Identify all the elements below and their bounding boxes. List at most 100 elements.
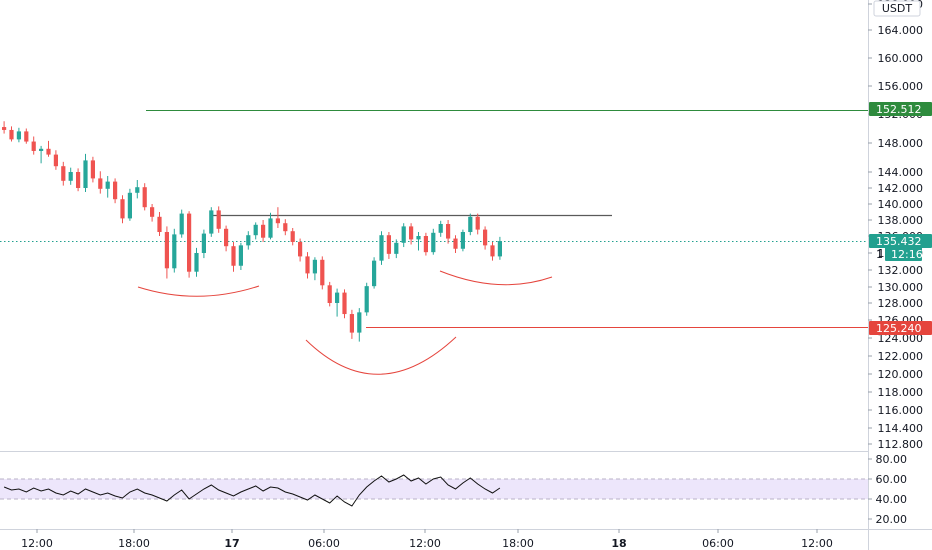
- price-tick-label: 164.000: [878, 24, 924, 37]
- candle-body: [283, 223, 288, 232]
- candle-body: [216, 210, 221, 229]
- candle-body: [224, 228, 229, 247]
- price-tick-label: 148.000: [878, 137, 924, 150]
- candle-body: [61, 166, 66, 181]
- candle-body: [187, 213, 192, 272]
- candle-body: [90, 160, 95, 179]
- left-shoulder-arc[interactable]: [137, 285, 260, 297]
- right-shoulder-arc[interactable]: [439, 270, 553, 286]
- head-arc[interactable]: [305, 336, 457, 375]
- rsi-axis[interactable]: 80.00 60.00 40.00 20.00: [868, 453, 907, 526]
- candle-body: [76, 172, 81, 188]
- candle-body: [386, 235, 391, 254]
- price-tick-label: 118.000: [878, 386, 924, 399]
- candle-body: [113, 181, 118, 200]
- candle-body: [401, 226, 406, 243]
- price-tick-label: 160.000: [878, 52, 924, 65]
- candle-body: [194, 253, 199, 272]
- candle-body: [231, 246, 236, 266]
- candle-body: [105, 181, 110, 189]
- time-tick-label: 17: [224, 537, 239, 550]
- time-tick-label: 12:00: [801, 537, 833, 550]
- candle-body: [120, 199, 125, 219]
- price-axis[interactable]: 128.000164.000160.000156.000152.000148.0…: [868, 0, 923, 451]
- rsi-band: [0, 479, 868, 499]
- candle-body: [16, 131, 21, 140]
- candle-body: [423, 236, 428, 253]
- price-tick-label: 140.000: [878, 198, 924, 211]
- price-tag-label[interactable]: 12:16: [891, 248, 923, 261]
- rsi-tick-label: 60.00: [876, 473, 908, 486]
- candle-body: [83, 160, 88, 188]
- candle-body: [335, 292, 340, 303]
- price-tick-label: 116.000: [878, 404, 924, 417]
- candle-body: [31, 141, 36, 151]
- candle-body: [416, 236, 421, 240]
- candle-body: [453, 238, 458, 249]
- price-tag-bg: [869, 321, 932, 335]
- candle-body: [135, 187, 140, 193]
- candle-body: [320, 259, 325, 286]
- candle-body: [305, 256, 310, 274]
- unit-label: USDT: [882, 2, 913, 15]
- time-tick-label: 18:00: [118, 537, 150, 550]
- price-tick-label: 130.000: [878, 281, 924, 294]
- price-tick-label: 122.000: [878, 350, 924, 363]
- price-tick-label: 142.000: [878, 182, 924, 195]
- candle-body: [364, 286, 369, 313]
- price-tick-label: 138.000: [878, 214, 924, 227]
- candle-body: [290, 231, 295, 242]
- price-tag-label[interactable]: 125.240: [876, 322, 922, 335]
- candle-body: [275, 218, 280, 224]
- candle-body: [157, 216, 162, 232]
- candle-body: [483, 229, 488, 246]
- unit-badge[interactable]: [873, 0, 921, 17]
- candle-body: [327, 285, 332, 303]
- time-tick-label: 18:00: [502, 537, 534, 550]
- price-tick-label: 120.000: [878, 368, 924, 381]
- candle-body: [394, 242, 399, 254]
- price-tick-label: 112.800: [878, 438, 924, 451]
- price-tag-label[interactable]: 135.432: [876, 235, 922, 248]
- candle-body: [238, 245, 243, 266]
- candle-body: [142, 187, 147, 208]
- candle-body: [209, 210, 214, 234]
- candle-body: [53, 154, 58, 167]
- candle-body: [261, 224, 266, 238]
- candle-body: [46, 148, 51, 155]
- time-tick-label: 06:00: [308, 537, 340, 550]
- candle-body: [1, 127, 7, 130]
- candle-body: [172, 234, 177, 269]
- price-tick-label: 144.000: [878, 166, 924, 179]
- candle-body: [24, 131, 29, 142]
- rsi-tick-label: 20.00: [876, 513, 908, 526]
- candle-body: [253, 224, 258, 236]
- time-tick-label: 18: [611, 537, 626, 550]
- price-tick-label: 132.000: [878, 264, 924, 277]
- candle-body: [438, 224, 443, 233]
- candle-body: [460, 232, 465, 249]
- candle-body: [68, 172, 73, 181]
- candle-body: [127, 192, 132, 219]
- time-tick-label: 12:00: [409, 537, 441, 550]
- candle-body: [312, 259, 317, 274]
- rsi-line: [3, 474, 501, 507]
- candle-body: [409, 226, 414, 240]
- price-tag-label[interactable]: 152.512: [876, 103, 922, 116]
- price-tag-bg: [885, 247, 922, 261]
- candle-body: [490, 245, 495, 257]
- candle-body: [372, 260, 377, 287]
- price-tick-label: 124.000: [878, 332, 924, 345]
- candle-body: [164, 232, 169, 269]
- time-axis[interactable]: 12:00 18:00 17 06:00 12:00 18:00 18 06:00 12:00: [21, 529, 833, 550]
- candle-body: [497, 241, 502, 257]
- candle-body: [39, 148, 44, 151]
- candles-layer: [1, 121, 502, 342]
- time-tick-label: 06:00: [702, 537, 734, 550]
- candle-body: [446, 224, 451, 239]
- candle-body: [342, 292, 347, 315]
- price-tag-bg: [869, 102, 932, 116]
- candle-body: [201, 233, 206, 253]
